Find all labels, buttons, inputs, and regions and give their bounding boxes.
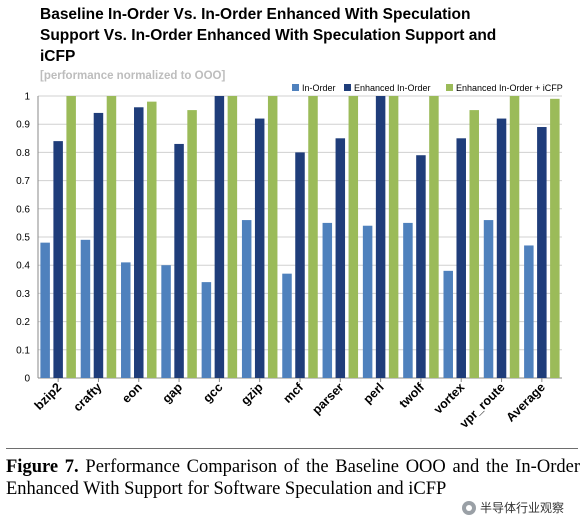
bar bbox=[469, 110, 479, 378]
bar bbox=[456, 138, 466, 378]
x-tick-label: vortex bbox=[431, 380, 467, 416]
bar bbox=[496, 118, 507, 378]
y-tick-label: 0.4 bbox=[16, 261, 30, 272]
bar bbox=[93, 112, 104, 379]
figure-caption: Figure 7. Performance Comparison of the … bbox=[6, 456, 580, 500]
bar bbox=[550, 98, 560, 378]
bar bbox=[483, 220, 494, 378]
watermark-text: 半导体行业观察 bbox=[480, 501, 565, 515]
bar bbox=[388, 96, 399, 378]
bar bbox=[443, 270, 453, 378]
y-tick-label: 0 bbox=[24, 374, 30, 385]
x-tick-label: gcc bbox=[200, 380, 225, 405]
x-tick-label: gap bbox=[160, 380, 186, 406]
y-tick-label: 0.5 bbox=[16, 233, 30, 244]
legend-label: In-Order bbox=[302, 83, 336, 93]
legend-label: Enhanced In-Order + iCFP bbox=[456, 83, 563, 93]
y-tick-label: 1 bbox=[24, 92, 30, 103]
y-tick-label: 0.1 bbox=[16, 345, 30, 356]
chart-subtitle: [performance normalized to OOO] bbox=[40, 70, 226, 82]
wechat-icon bbox=[462, 500, 476, 515]
bar bbox=[295, 152, 305, 378]
bar bbox=[80, 239, 91, 378]
x-tick-label: gzip bbox=[238, 380, 266, 408]
y-tick-label: 0.8 bbox=[16, 148, 30, 159]
watermark: 半导体行业观察 bbox=[458, 498, 569, 517]
x-tick-label: bzip2 bbox=[32, 380, 65, 413]
bar bbox=[174, 143, 184, 378]
bar bbox=[322, 222, 333, 378]
bar bbox=[524, 245, 534, 378]
x-tick-label: perl bbox=[361, 380, 387, 406]
bar bbox=[53, 141, 63, 378]
y-tick-label: 0.6 bbox=[16, 204, 30, 215]
bar bbox=[375, 96, 386, 378]
bar bbox=[416, 155, 426, 378]
bar bbox=[335, 138, 346, 378]
bar-chart: 0 0.1 0.2 0.3 0.4 0.5 0.6 0.7 0.8 0.9 1 bzip2 crafty… bbox=[16, 83, 563, 431]
bar bbox=[254, 118, 265, 378]
bar bbox=[40, 242, 50, 378]
legend-swatch bbox=[446, 84, 453, 91]
x-tick-label: twolf bbox=[397, 380, 428, 411]
bar bbox=[227, 96, 238, 378]
y-tick-label: 0.3 bbox=[16, 289, 30, 300]
bar bbox=[66, 96, 76, 378]
caption-divider bbox=[6, 448, 578, 449]
bar bbox=[282, 273, 292, 378]
caption-label: Figure 7. bbox=[6, 457, 79, 477]
bar bbox=[187, 110, 197, 378]
bar bbox=[362, 225, 373, 378]
x-tick-label: eon bbox=[119, 380, 145, 406]
bar bbox=[267, 96, 278, 378]
bar bbox=[201, 282, 212, 378]
x-tick-label: parser bbox=[309, 380, 346, 417]
bar bbox=[509, 96, 520, 378]
bar bbox=[121, 262, 131, 378]
bar bbox=[348, 96, 359, 378]
bar bbox=[308, 96, 318, 378]
x-tick-label: Average bbox=[504, 380, 548, 424]
bar bbox=[537, 127, 547, 379]
y-tick-label: 0.2 bbox=[16, 317, 30, 328]
x-tick-label: crafty bbox=[71, 380, 105, 414]
chart-title: Baseline In-Order Vs. In-Order Enhanced … bbox=[40, 6, 497, 65]
bar bbox=[134, 107, 144, 378]
legend-swatch bbox=[292, 84, 299, 91]
y-tick-label: 0.9 bbox=[16, 120, 30, 131]
bar bbox=[214, 96, 225, 378]
legend-label: Enhanced In-Order bbox=[354, 83, 431, 93]
y-tick-label: 0.7 bbox=[16, 176, 30, 187]
bar bbox=[241, 220, 252, 378]
bar bbox=[429, 96, 439, 378]
bar bbox=[147, 101, 157, 378]
bar bbox=[106, 96, 117, 378]
legend-swatch bbox=[344, 84, 351, 91]
caption-text: Performance Comparison of the Baseline O… bbox=[6, 457, 580, 499]
x-tick-label: mcf bbox=[280, 380, 306, 406]
bar bbox=[403, 222, 413, 378]
bar bbox=[161, 265, 171, 378]
